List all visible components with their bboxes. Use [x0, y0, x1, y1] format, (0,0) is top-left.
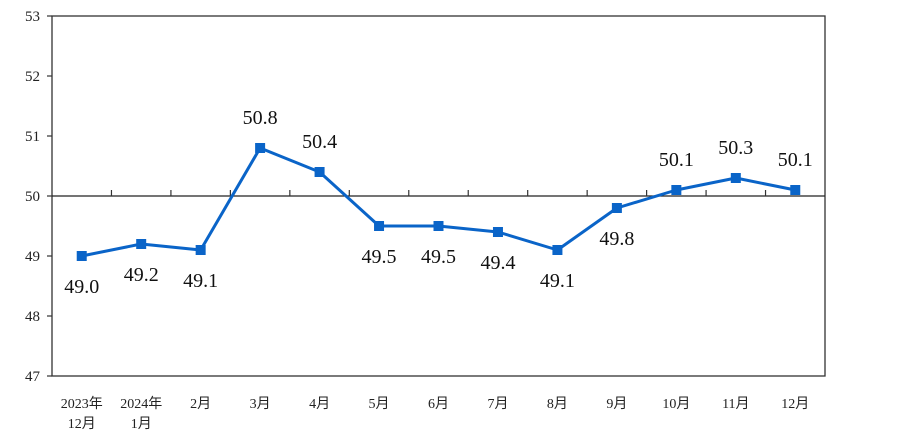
data-point-marker: [374, 221, 385, 231]
x-tick-label: 5月: [369, 396, 390, 412]
data-point-marker: [790, 185, 801, 195]
x-tick-label: 4月: [309, 396, 330, 412]
data-point-marker: [611, 203, 622, 213]
data-point-marker: [671, 185, 682, 195]
data-point-marker: [433, 221, 444, 231]
x-tick-label: 9月: [606, 396, 627, 412]
data-label: 50.4: [302, 131, 337, 153]
data-point-marker: [552, 245, 563, 255]
data-label: 49.2: [124, 264, 159, 286]
x-tick-label: 11月: [722, 396, 749, 412]
data-point-marker: [136, 239, 147, 249]
data-label: 50.8: [243, 107, 278, 129]
x-tick-label: 2月: [190, 396, 211, 412]
data-label: 49.5: [421, 246, 456, 268]
x-tick-label: 2024年: [120, 396, 162, 412]
y-tick-label: 48: [25, 309, 40, 325]
x-tick-label: 8月: [547, 396, 568, 412]
x-tick-label: 12月: [781, 396, 809, 412]
data-point-marker: [492, 227, 503, 237]
x-tick-label: 12月: [68, 416, 96, 432]
data-point-marker: [255, 143, 266, 153]
data-label: 49.5: [362, 246, 397, 268]
data-label: 50.3: [718, 137, 753, 159]
x-tick-label: 6月: [428, 396, 449, 412]
data-point-marker: [314, 167, 325, 177]
y-tick-label: 47: [25, 369, 41, 385]
y-tick-label: 49: [25, 249, 40, 265]
data-label: 50.1: [778, 149, 813, 171]
data-label: 50.1: [659, 149, 694, 171]
data-point-marker: [195, 245, 206, 255]
x-tick-label: 10月: [662, 396, 690, 412]
y-tick-label: 52: [25, 69, 40, 85]
x-tick-label: 7月: [487, 396, 508, 412]
x-tick-label: 2023年: [61, 396, 103, 412]
data-label: 49.0: [64, 276, 99, 298]
data-label: 49.4: [480, 252, 515, 274]
data-label: 49.8: [599, 228, 634, 250]
x-tick-label: 1月: [131, 416, 152, 432]
data-point-marker: [76, 251, 87, 261]
data-point-marker: [730, 173, 741, 183]
y-tick-label: 53: [25, 9, 40, 25]
data-label: 49.1: [183, 270, 218, 292]
y-tick-label: 50: [25, 189, 40, 205]
y-tick-label: 51: [25, 129, 40, 145]
x-tick-label: 3月: [250, 396, 271, 412]
data-label: 49.1: [540, 270, 575, 292]
